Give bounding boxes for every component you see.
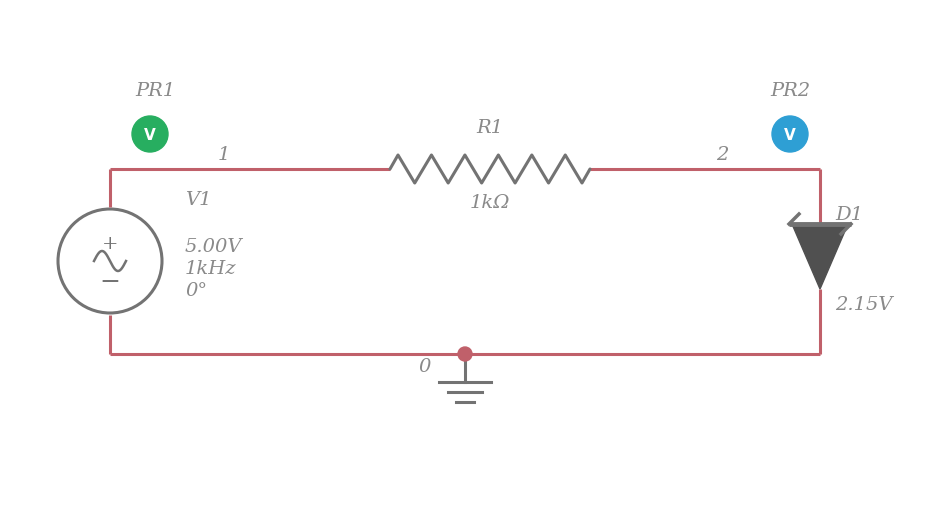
Text: 0°: 0° — [185, 281, 207, 299]
Circle shape — [132, 117, 168, 153]
Text: −: − — [99, 270, 121, 293]
Text: +: + — [102, 235, 118, 252]
Text: 1: 1 — [218, 146, 230, 164]
Text: V: V — [784, 127, 796, 142]
Circle shape — [772, 117, 808, 153]
Text: R1: R1 — [476, 119, 504, 137]
Text: 0: 0 — [418, 357, 431, 375]
Text: 2: 2 — [716, 146, 728, 164]
Text: 1kΩ: 1kΩ — [470, 193, 510, 212]
Polygon shape — [792, 224, 848, 290]
Text: V1: V1 — [185, 191, 212, 209]
Text: D1: D1 — [835, 206, 863, 223]
Text: PR2: PR2 — [770, 82, 810, 100]
Circle shape — [458, 347, 472, 361]
Text: 2.15V: 2.15V — [835, 295, 893, 314]
Text: V: V — [144, 127, 156, 142]
Text: PR1: PR1 — [135, 82, 175, 100]
Text: 5.00V: 5.00V — [185, 238, 242, 256]
Text: 1kHz: 1kHz — [185, 260, 237, 277]
